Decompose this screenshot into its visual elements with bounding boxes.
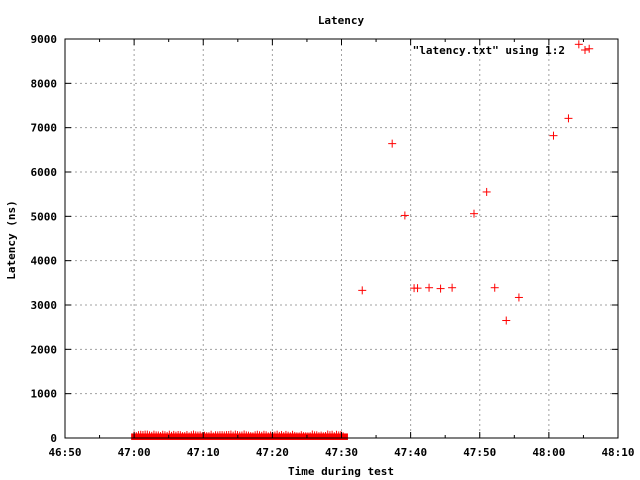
data-point	[425, 283, 434, 292]
data-point	[358, 286, 367, 295]
y-tick-label: 1000	[31, 388, 58, 401]
y-tick-label: 6000	[31, 166, 58, 179]
data-point	[436, 284, 445, 293]
x-axis-label: Time during test	[288, 465, 394, 478]
grid-lines	[65, 39, 618, 438]
y-tick-label: 9000	[31, 33, 58, 46]
data-point	[400, 211, 409, 220]
x-tick-label: 46:50	[48, 446, 81, 459]
x-tick-label: 47:20	[256, 446, 289, 459]
chart-title: Latency	[318, 14, 365, 27]
legend-marker	[581, 46, 589, 54]
dense-data-band	[131, 430, 348, 440]
x-tick-label: 47:00	[118, 446, 151, 459]
data-point	[490, 283, 499, 292]
data-point	[413, 284, 422, 293]
legend-plus-mark	[581, 46, 589, 54]
data-point	[448, 283, 457, 292]
y-axis-label: Latency (ns)	[5, 200, 18, 279]
x-tick-label: 47:40	[394, 446, 427, 459]
x-tick-label: 47:30	[325, 446, 358, 459]
y-tick-label: 7000	[31, 122, 58, 135]
y-tick-label: 3000	[31, 299, 58, 312]
y-tick-label: 8000	[31, 77, 58, 90]
x-tick-label: 47:10	[187, 446, 220, 459]
plot-frame	[64, 38, 619, 439]
data-point	[388, 139, 397, 148]
data-point	[574, 40, 583, 49]
data-point	[482, 187, 491, 196]
legend: "latency.txt" using 1:2	[413, 44, 589, 57]
y-tick-label: 0	[50, 432, 57, 445]
data-point	[549, 131, 558, 140]
x-axis-ticks: 46:50 47:00 47:10 47:20 47:30 47:40 47:50 48:00…	[48, 39, 635, 459]
x-tick-label: 48:10	[601, 446, 634, 459]
data-points	[358, 40, 594, 325]
data-point	[564, 114, 573, 123]
y-tick-label: 4000	[31, 255, 58, 268]
data-point	[469, 209, 478, 218]
y-axis-ticks: 0 1000 2000 3000 4000 5000 6000 7000 8000 9000	[31, 33, 618, 445]
x-tick-label: 48:00	[532, 446, 565, 459]
data-point	[514, 293, 523, 302]
y-tick-label: 5000	[31, 210, 58, 223]
legend-entry-label: "latency.txt" using 1:2	[413, 44, 565, 57]
data-point	[585, 44, 594, 53]
x-tick-label: 47:50	[463, 446, 496, 459]
y-tick-label: 2000	[31, 343, 58, 356]
data-point	[502, 316, 511, 325]
